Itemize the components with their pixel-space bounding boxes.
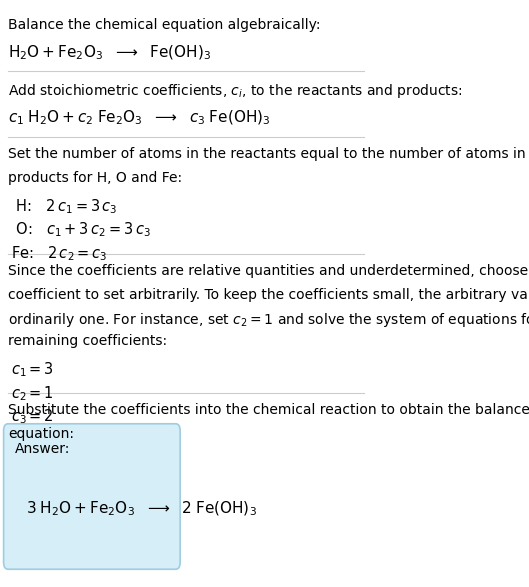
Text: coefficient to set arbitrarily. To keep the coefficients small, the arbitrary va: coefficient to set arbitrarily. To keep … — [8, 288, 529, 302]
Text: Substitute the coefficients into the chemical reaction to obtain the balanced: Substitute the coefficients into the che… — [8, 403, 529, 417]
Text: equation:: equation: — [8, 427, 74, 441]
Text: $c_3 = 2$: $c_3 = 2$ — [11, 407, 53, 426]
Text: products for H, O and Fe:: products for H, O and Fe: — [8, 171, 182, 185]
FancyBboxPatch shape — [4, 424, 180, 569]
Text: $c_2 = 1$: $c_2 = 1$ — [11, 384, 53, 403]
Text: $\mathregular{H_2O + Fe_2O_3}$  $\longrightarrow$  $\mathregular{Fe(OH)_3}$: $\mathregular{H_2O + Fe_2O_3}$ $\longrig… — [8, 44, 211, 62]
Text: Add stoichiometric coefficients, $c_i$, to the reactants and products:: Add stoichiometric coefficients, $c_i$, … — [8, 82, 463, 100]
Text: Answer:: Answer: — [15, 443, 70, 457]
Text: ordinarily one. For instance, set $c_2 = 1$ and solve the system of equations fo: ordinarily one. For instance, set $c_2 =… — [8, 311, 529, 329]
Text: $3\;\mathregular{H_2O} + \mathregular{Fe_2O_3}$  $\longrightarrow$  $2\;\mathreg: $3\;\mathregular{H_2O} + \mathregular{Fe… — [26, 500, 257, 518]
Text: remaining coefficients:: remaining coefficients: — [8, 335, 167, 349]
Text: Since the coefficients are relative quantities and underdetermined, choose a: Since the coefficients are relative quan… — [8, 264, 529, 278]
Text: O:   $c_1 + 3\,c_2 = 3\,c_3$: O: $c_1 + 3\,c_2 = 3\,c_3$ — [11, 221, 151, 239]
Text: H:   $2\,c_1 = 3\,c_3$: H: $2\,c_1 = 3\,c_3$ — [11, 197, 117, 216]
Text: Set the number of atoms in the reactants equal to the number of atoms in the: Set the number of atoms in the reactants… — [8, 147, 529, 161]
Text: Balance the chemical equation algebraically:: Balance the chemical equation algebraica… — [8, 18, 321, 32]
Text: $c_1 = 3$: $c_1 = 3$ — [11, 360, 53, 379]
Text: $c_1\;\mathregular{H_2O} + c_2\;\mathregular{Fe_2O_3}$  $\longrightarrow$  $c_3\: $c_1\;\mathregular{H_2O} + c_2\;\mathreg… — [8, 109, 270, 127]
Text: Fe:   $2\,c_2 = c_3$: Fe: $2\,c_2 = c_3$ — [11, 244, 107, 262]
